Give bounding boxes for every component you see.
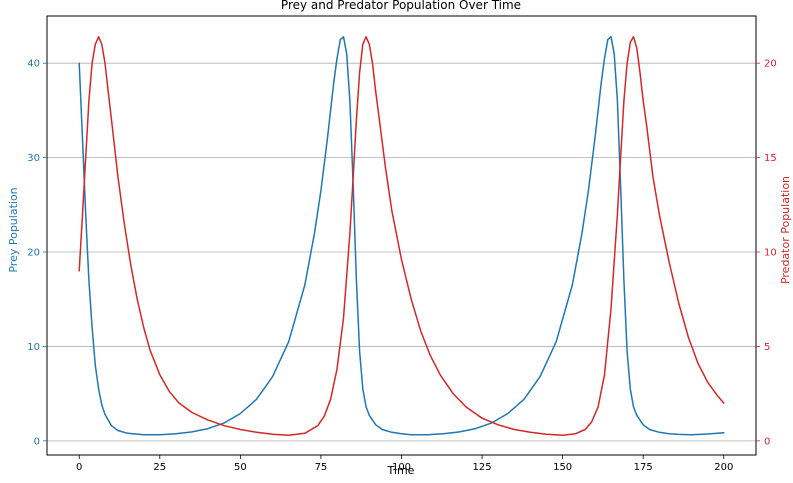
x-tick-label: 125 — [473, 462, 492, 473]
y-axis-right: 0 5 10 15 20 — [756, 59, 777, 447]
x-tick-label: 0 — [76, 462, 82, 473]
y-right-tick-label: 15 — [764, 153, 777, 164]
y-right-tick-label: 5 — [764, 342, 770, 353]
y-left-tick-label: 20 — [27, 248, 40, 259]
gridlines — [47, 62, 756, 442]
x-tick-label: 175 — [634, 462, 653, 473]
plot-series — [78, 36, 725, 436]
x-tick-label: 150 — [553, 462, 572, 473]
x-tick-label: 100 — [392, 462, 411, 473]
y-axis-right-label: Predator Population — [779, 176, 792, 284]
predator-series-line — [78, 36, 725, 436]
y-left-tick-label: 10 — [27, 342, 40, 353]
x-axis: 0 25 50 75 100 125 150 175 200 — [76, 455, 733, 473]
y-left-tick-label: 30 — [27, 153, 40, 164]
y-left-tick-label: 0 — [34, 436, 40, 447]
x-tick-label: 200 — [714, 462, 733, 473]
y-axis-left: 0 10 20 30 40 — [27, 59, 47, 447]
chart-title: Prey and Predator Population Over Time — [281, 0, 521, 12]
x-axis-label: Time — [387, 464, 415, 477]
x-tick-label: 25 — [153, 462, 166, 473]
prey-series-line — [78, 36, 725, 436]
y-right-tick-label: 10 — [764, 248, 777, 259]
y-axis-left-label: Prey Population — [7, 187, 20, 272]
x-tick-label: 50 — [234, 462, 247, 473]
y-left-tick-label: 40 — [27, 59, 40, 70]
x-tick-label: 75 — [315, 462, 328, 473]
y-right-tick-label: 20 — [764, 59, 777, 70]
y-right-tick-label: 0 — [764, 436, 770, 447]
